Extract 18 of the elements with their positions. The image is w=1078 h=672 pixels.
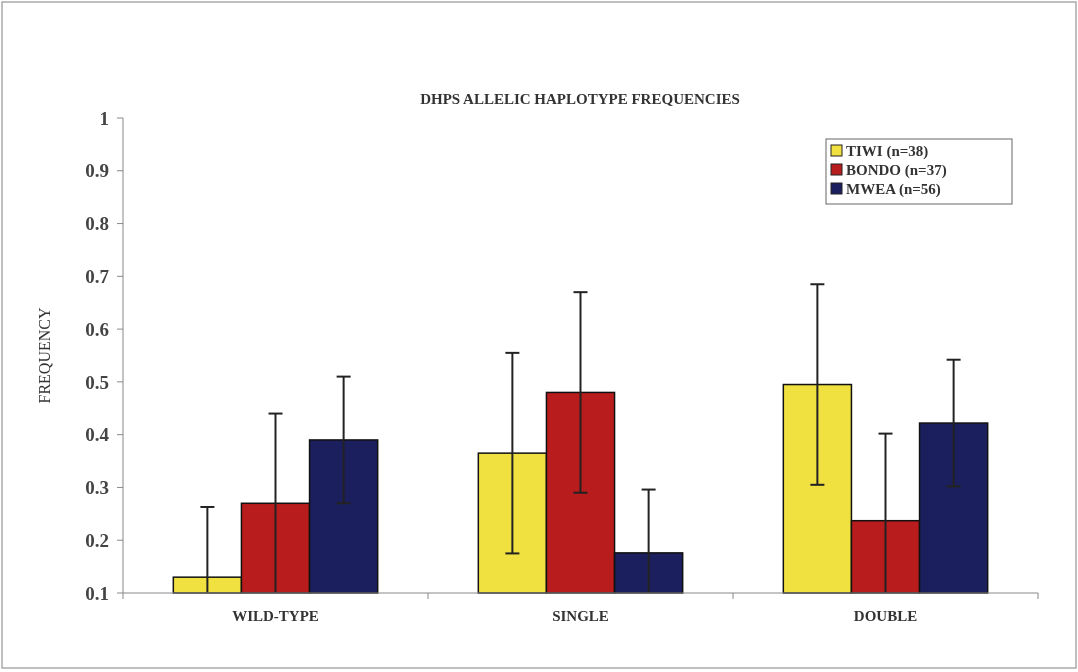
x-tick-label: SINGLE	[552, 608, 609, 624]
y-tick-label: 0.7	[85, 265, 110, 287]
y-tick-label: 0.4	[85, 424, 110, 446]
y-tick-label: 0.8	[85, 213, 109, 235]
y-tick-label: 0.9	[85, 160, 109, 182]
y-tick-label: 0.5	[85, 371, 109, 393]
y-tick-label: 0.2	[85, 529, 109, 551]
y-tick-label: 0.3	[85, 477, 109, 499]
legend-label: BONDO (n=37)	[846, 162, 947, 180]
x-tick-label: DOUBLE	[853, 608, 918, 624]
y-tick-label: 1	[99, 107, 109, 129]
x-tick-label: WILD-TYPE	[232, 608, 319, 624]
y-axis-title: FREQUENCY	[36, 307, 53, 404]
y-tick-label: 0.6	[85, 318, 109, 340]
chart-title: DHPS ALLELIC HAPLOTYPE FREQUENCIES	[420, 91, 740, 107]
legend-label: TIWI (n=38)	[846, 143, 929, 161]
y-tick-label: 0.1	[85, 582, 109, 604]
legend-label: MWEA (n=56)	[846, 181, 941, 199]
